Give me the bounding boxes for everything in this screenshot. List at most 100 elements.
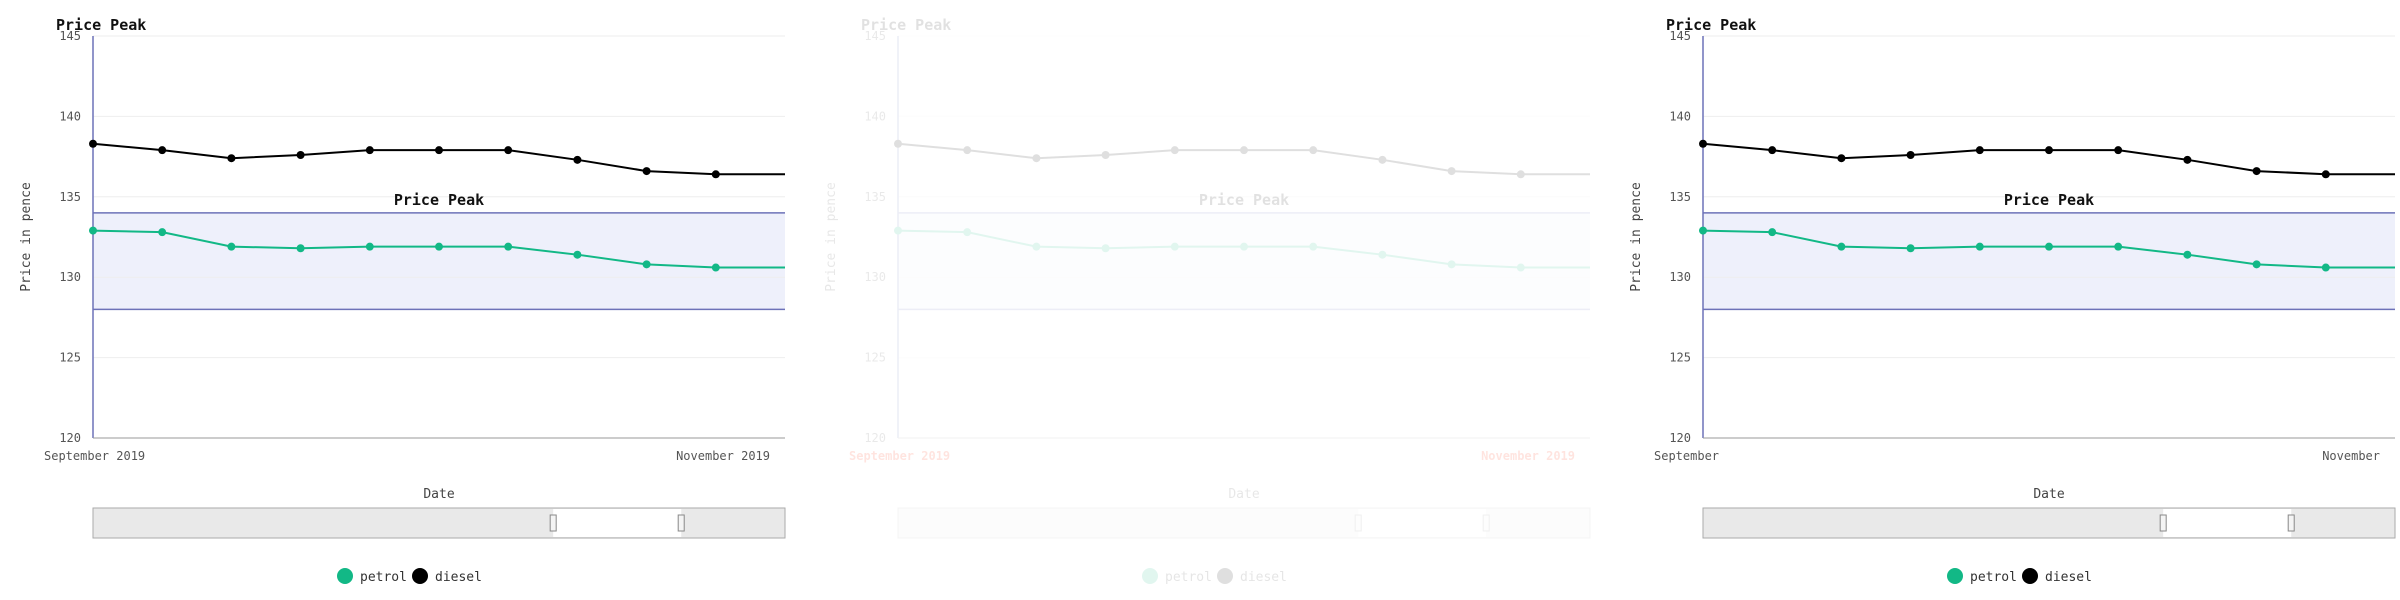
y-tick-label: 120 bbox=[1669, 431, 1691, 445]
range-brush-handle[interactable] bbox=[549, 514, 557, 532]
data-point-petrol bbox=[711, 263, 720, 272]
data-point-petrol bbox=[227, 242, 236, 251]
x-tick-label: November 2019 bbox=[676, 449, 770, 463]
legend-label: diesel bbox=[2045, 570, 2092, 585]
y-tick-label: 120 bbox=[59, 431, 81, 445]
legend-label: diesel bbox=[435, 570, 482, 585]
y-tick-label: 145 bbox=[864, 29, 886, 43]
data-point-petrol bbox=[504, 242, 513, 251]
data-point-petrol bbox=[1378, 250, 1387, 259]
y-axis-label: Price in pence bbox=[1629, 182, 1644, 292]
series-line-petrol bbox=[897, 229, 1590, 269]
data-point-diesel bbox=[365, 146, 374, 155]
data-point-diesel bbox=[296, 150, 305, 159]
chart-title: Price Peak bbox=[56, 16, 146, 34]
chart-title: Price Peak bbox=[1666, 16, 1756, 34]
highlight-band bbox=[1703, 212, 2395, 310]
data-point-diesel bbox=[1032, 154, 1041, 163]
data-point-petrol bbox=[2045, 242, 2053, 251]
y-tick-label: 140 bbox=[59, 109, 81, 123]
data-point-petrol bbox=[894, 226, 902, 235]
data-point-petrol bbox=[158, 228, 167, 237]
legend-swatch-diesel[interactable] bbox=[412, 568, 428, 584]
x-axis-label: Date bbox=[2033, 487, 2064, 502]
y-tick-label: 140 bbox=[864, 109, 886, 123]
data-point-diesel bbox=[227, 154, 236, 163]
y-tick-label: 130 bbox=[864, 270, 886, 284]
range-brush-handle[interactable] bbox=[2287, 514, 2295, 532]
legend-label: petrol bbox=[1970, 570, 2017, 585]
data-point-diesel bbox=[1378, 155, 1387, 164]
y-axis-label: Price in pence bbox=[19, 182, 34, 292]
y-tick-label: 140 bbox=[1669, 109, 1691, 123]
range-brush-selection[interactable] bbox=[553, 509, 682, 537]
data-point-petrol bbox=[1906, 244, 1915, 253]
legend-swatch-petrol[interactable] bbox=[1142, 568, 1158, 584]
legend-swatch-diesel[interactable] bbox=[2022, 568, 2038, 584]
data-point-petrol bbox=[2183, 250, 2192, 259]
range-brush-handle[interactable] bbox=[2159, 514, 2167, 532]
data-point-diesel bbox=[2114, 146, 2123, 155]
data-point-diesel bbox=[1240, 146, 1248, 155]
y-tick-label: 135 bbox=[1669, 190, 1691, 204]
y-axis-label: Price in pence bbox=[824, 182, 839, 292]
x-axis-label: Date bbox=[423, 487, 454, 502]
chart-title: Price Peak bbox=[861, 16, 951, 34]
data-point-petrol bbox=[1516, 263, 1525, 272]
highlight-band bbox=[898, 212, 1590, 310]
data-point-petrol bbox=[642, 260, 651, 269]
data-point-diesel bbox=[1101, 150, 1110, 159]
data-point-diesel bbox=[1975, 146, 1984, 155]
data-point-petrol bbox=[1240, 242, 1248, 251]
legend-swatch-petrol[interactable] bbox=[1947, 568, 1963, 584]
data-point-diesel bbox=[1699, 139, 1707, 148]
range-brush-selection[interactable] bbox=[1358, 509, 1487, 537]
data-point-petrol bbox=[963, 228, 972, 237]
band-title: Price Peak bbox=[2004, 191, 2094, 209]
data-point-diesel bbox=[894, 139, 902, 148]
x-tick-label: September 2019 bbox=[44, 449, 145, 463]
y-tick-label: 130 bbox=[59, 270, 81, 284]
data-point-petrol bbox=[435, 242, 443, 251]
y-tick-label: 125 bbox=[864, 351, 886, 365]
data-point-diesel bbox=[89, 139, 97, 148]
range-brush-handle[interactable] bbox=[1354, 514, 1362, 532]
data-point-petrol bbox=[1447, 260, 1456, 269]
band-title: Price Peak bbox=[1199, 191, 1289, 209]
x-axis-label: Date bbox=[1228, 487, 1259, 502]
data-point-petrol bbox=[573, 250, 582, 259]
data-point-diesel bbox=[1170, 146, 1179, 155]
legend-label: petrol bbox=[360, 570, 407, 585]
data-point-petrol bbox=[296, 244, 305, 253]
data-point-petrol bbox=[1975, 242, 1984, 251]
data-point-diesel bbox=[1906, 150, 1915, 159]
data-point-diesel bbox=[1837, 154, 1846, 163]
data-point-petrol bbox=[1768, 228, 1777, 237]
range-brush-selection[interactable] bbox=[2163, 509, 2292, 537]
legend-swatch-diesel[interactable] bbox=[1217, 568, 1233, 584]
y-tick-label: 135 bbox=[864, 190, 886, 204]
legend-swatch-petrol[interactable] bbox=[337, 568, 353, 584]
data-point-diesel bbox=[1768, 146, 1777, 155]
data-point-petrol bbox=[2321, 263, 2330, 272]
data-point-diesel bbox=[1447, 167, 1456, 176]
range-brush-handle[interactable] bbox=[677, 514, 685, 532]
y-tick-label: 120 bbox=[864, 431, 886, 445]
data-point-diesel bbox=[2252, 167, 2261, 176]
data-point-diesel bbox=[1309, 146, 1318, 155]
data-point-diesel bbox=[504, 146, 513, 155]
data-point-petrol bbox=[89, 226, 97, 235]
range-brush-handle[interactable] bbox=[1482, 514, 1490, 532]
data-point-diesel bbox=[642, 167, 651, 176]
data-point-petrol bbox=[1699, 226, 1707, 235]
range-brush-track[interactable] bbox=[897, 507, 1591, 539]
data-point-diesel bbox=[711, 170, 720, 179]
data-point-petrol bbox=[1101, 244, 1110, 253]
band-title: Price Peak bbox=[394, 191, 484, 209]
data-point-petrol bbox=[1032, 242, 1041, 251]
x-tick-label: September 2019 bbox=[849, 449, 950, 463]
y-tick-label: 125 bbox=[1669, 351, 1691, 365]
